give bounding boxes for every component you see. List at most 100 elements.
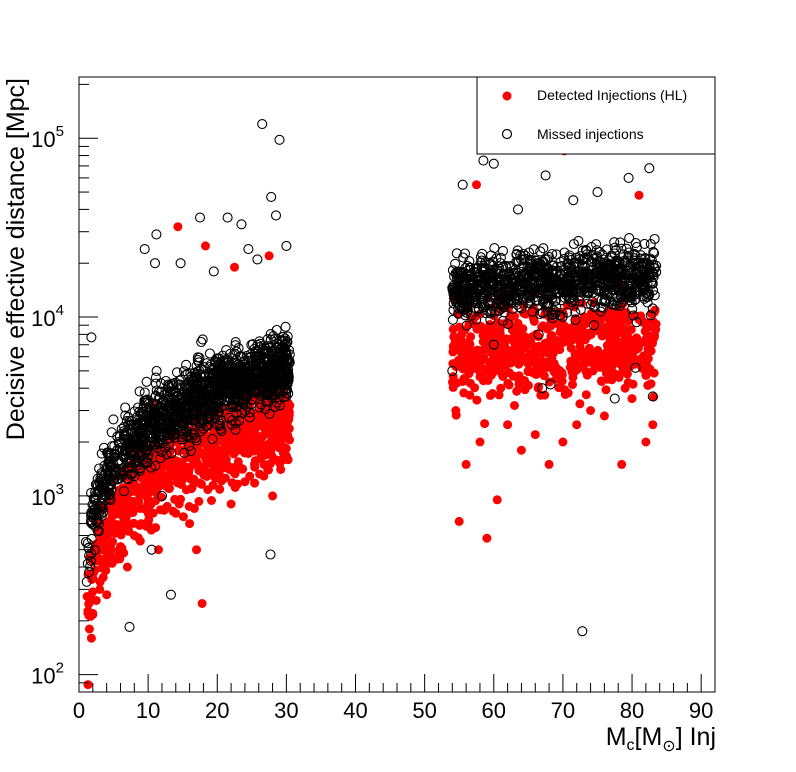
detected-point [278, 409, 288, 418]
missed-point [457, 179, 468, 190]
y-tick-base: 10 [31, 127, 55, 152]
detected-point [448, 324, 458, 334]
detected-point [86, 633, 96, 643]
detected-point [188, 474, 198, 484]
missed-point [630, 362, 641, 373]
missed-point [555, 256, 566, 267]
detected-point [135, 536, 145, 546]
detected-point [109, 553, 119, 563]
detected-point [448, 345, 458, 355]
detected-point [641, 437, 651, 447]
missed-point [478, 155, 489, 166]
detected-point [569, 368, 579, 378]
detected-point [102, 590, 112, 600]
legend-box [476, 76, 716, 155]
detected-point [243, 429, 253, 439]
missed-point [227, 368, 239, 379]
missed-point [471, 314, 482, 325]
missed-point [132, 420, 143, 431]
missed-point [228, 401, 239, 412]
missed-point [226, 372, 237, 383]
missed-point [615, 265, 626, 276]
missed-point [533, 329, 544, 340]
missed-point [197, 334, 208, 345]
missed-point [181, 359, 192, 370]
detected-point [177, 476, 187, 486]
missed-point [254, 402, 265, 413]
missed-point [592, 187, 603, 198]
missed-point [186, 432, 197, 443]
missed-point [235, 351, 246, 362]
missed-point [498, 300, 510, 311]
detected-point [466, 351, 476, 361]
detected-point [114, 498, 124, 507]
detected-point [482, 533, 492, 543]
missed-point [213, 395, 224, 407]
missed-point [570, 307, 581, 318]
missed-point [281, 391, 292, 402]
missed-point [647, 391, 658, 402]
missed-point [508, 287, 519, 298]
missed-point [640, 253, 651, 264]
missed-point [177, 418, 188, 429]
detected-point [648, 420, 658, 430]
missed-point [471, 287, 482, 298]
missed-point [106, 484, 117, 495]
detected-point [187, 483, 197, 492]
missed-point [651, 260, 662, 271]
detected-point [255, 469, 265, 479]
detected-point [279, 453, 289, 463]
missed-point [192, 379, 203, 390]
detected-point [483, 363, 493, 373]
missed-point [226, 419, 237, 430]
missed-point [639, 238, 650, 249]
missed-point [585, 299, 596, 310]
missed-point [215, 378, 226, 389]
missed-point [472, 262, 483, 273]
missed-point [583, 254, 594, 265]
missed-point [448, 304, 459, 316]
missed-point [146, 403, 157, 414]
missed-point [586, 241, 597, 252]
detected-point [601, 385, 611, 395]
missed-point [200, 371, 211, 382]
missed-point [147, 417, 158, 428]
missed-point [604, 268, 615, 280]
missed-point [476, 290, 487, 302]
detected-point [264, 251, 274, 261]
missed-point [151, 365, 162, 377]
missed-point [450, 290, 461, 301]
detected-point [618, 366, 628, 376]
missed-point [470, 302, 481, 313]
detected-point [477, 323, 487, 333]
detected-point [164, 484, 174, 493]
detected-point [596, 376, 606, 386]
y-tick-base: 10 [31, 306, 55, 331]
detected-point [581, 366, 591, 376]
missed-point [154, 402, 165, 413]
missed-point [639, 293, 650, 304]
x-tick-label: 0 [73, 698, 85, 723]
legend-marker-missed [501, 128, 513, 140]
missed-point [548, 267, 559, 279]
detected-point [178, 512, 188, 522]
detected-point [184, 468, 194, 478]
missed-point [230, 340, 241, 351]
missed-point [259, 346, 270, 357]
missed-point [194, 352, 205, 363]
missed-point [182, 368, 193, 379]
missed-point [96, 468, 107, 479]
detected-point [226, 499, 236, 509]
detected-point [640, 326, 650, 336]
missed-point [609, 393, 620, 404]
detected-point [245, 439, 255, 448]
missed-point [185, 380, 196, 391]
detected-point [628, 379, 638, 389]
missed-point [86, 548, 97, 559]
missed-point [80, 536, 91, 548]
missed-point [548, 305, 559, 316]
x-title-sub: c [627, 737, 635, 754]
detected-point [534, 382, 544, 392]
detected-point [620, 324, 630, 334]
missed-point [452, 267, 463, 278]
